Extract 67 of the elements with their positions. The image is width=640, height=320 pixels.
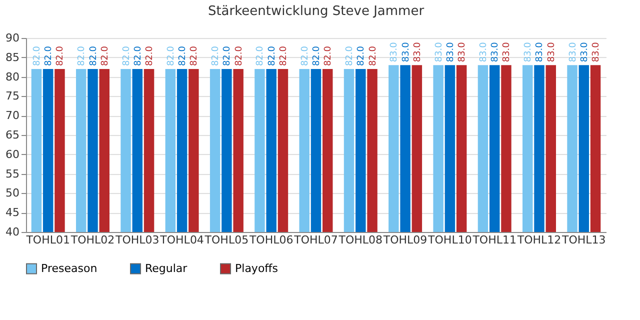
- data-label: 82.0: [44, 46, 54, 66]
- y-tick-label: 45: [6, 206, 20, 220]
- data-label: 83.0: [434, 42, 444, 62]
- data-label: 82.0: [166, 46, 176, 66]
- data-label: 83.0: [490, 42, 501, 62]
- y-tick-label: 80: [6, 70, 20, 84]
- data-label: 83.0: [390, 42, 400, 62]
- legend-label: Regular: [145, 262, 188, 275]
- y-tick-label: 70: [6, 109, 20, 122]
- x-tick-label: TOHL01: [25, 234, 70, 246]
- legend-label: Playoffs: [235, 262, 278, 275]
- data-label: 83.0: [568, 42, 578, 62]
- y-tick-label: 60: [6, 148, 20, 161]
- y-tick-label: 40: [6, 226, 20, 238]
- data-label: 83.0: [446, 42, 456, 62]
- legend-label: Preseason: [41, 262, 98, 275]
- data-label: 83.0: [401, 42, 412, 62]
- x-tick-label: TOHL11: [472, 234, 516, 246]
- x-tick-label: TOHL06: [248, 234, 294, 246]
- x-tick-label: TOHL05: [204, 234, 249, 246]
- y-tick-label: 55: [6, 167, 20, 180]
- data-label: 82.0: [100, 46, 110, 66]
- data-label: 82.0: [77, 46, 88, 66]
- data-label: 83.0: [478, 42, 489, 62]
- x-tick-label: TOHL02: [70, 234, 115, 246]
- y-tick-label: 65: [6, 128, 20, 142]
- data-label: 82.0: [178, 46, 188, 66]
- data-label: 83.0: [592, 42, 602, 62]
- data-label: 82.0: [32, 46, 42, 66]
- x-tick-label: TOHL10: [427, 234, 472, 246]
- y-tick-label: 85: [6, 50, 20, 64]
- data-label: 82.0: [88, 46, 99, 66]
- data-label: 82.0: [234, 46, 244, 66]
- data-label: 83.0: [535, 42, 546, 62]
- data-label: 82.0: [122, 46, 132, 66]
- data-label: 83.0: [580, 42, 590, 62]
- data-label: 82.0: [368, 46, 378, 66]
- data-label: 82.0: [190, 46, 200, 66]
- data-label: 82.0: [324, 46, 334, 66]
- y-tick-label: 75: [6, 90, 20, 103]
- data-label: 83.0: [412, 42, 423, 62]
- x-tick-label: TOHL08: [338, 234, 383, 246]
- y-tick-label: 90: [6, 32, 20, 44]
- data-label: 82.0: [133, 46, 144, 66]
- chart-title: Stärkeentwicklung Steve Jammer: [208, 4, 425, 19]
- data-label: 83.0: [546, 42, 557, 62]
- data-label: 82.0: [356, 46, 367, 66]
- data-label: 82.0: [211, 46, 222, 66]
- data-label: 82.0: [278, 46, 289, 66]
- y-tick-label: 50: [6, 186, 20, 200]
- data-label: 83.0: [458, 42, 468, 62]
- data-label: 82.0: [267, 46, 278, 66]
- x-tick-label: TOHL03: [114, 234, 160, 246]
- x-tick-label: TOHL07: [293, 234, 338, 246]
- data-label: 82.0: [345, 46, 356, 66]
- data-label: 82.0: [300, 46, 310, 66]
- data-label: 82.0: [222, 46, 233, 66]
- data-label: 83.0: [502, 42, 512, 62]
- data-label: 82.0: [256, 46, 266, 66]
- x-tick-label: TOHL13: [561, 234, 606, 246]
- data-label: 82.0: [56, 46, 66, 66]
- data-label: 83.0: [524, 42, 534, 62]
- x-tick-label: TOHL09: [382, 234, 428, 246]
- x-tick-label: TOHL12: [516, 234, 562, 246]
- x-tick-label: TOHL04: [159, 234, 204, 246]
- data-label: 82.0: [312, 46, 322, 66]
- data-label: 82.0: [145, 46, 156, 66]
